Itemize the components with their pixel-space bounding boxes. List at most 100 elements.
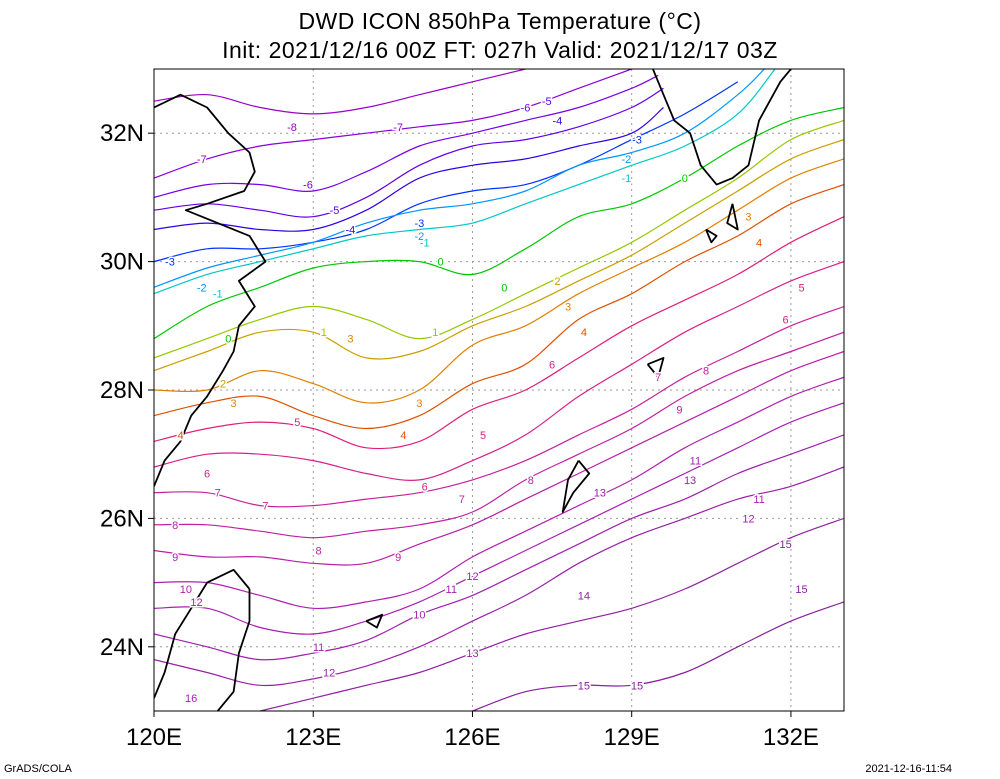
x-tick-label-4: 132E xyxy=(763,724,819,751)
isotherm-15 xyxy=(472,601,844,711)
contour-label-66: 14 xyxy=(578,590,590,602)
isotherm-7 xyxy=(154,305,844,508)
coastline-5 xyxy=(365,613,384,629)
contour-label-49: 8 xyxy=(703,366,709,378)
isotherm-4 xyxy=(154,184,844,430)
contour-label-58: 11 xyxy=(753,494,764,506)
isotherm--5 xyxy=(154,87,664,218)
coastline-layer xyxy=(154,69,792,711)
contour-label-47: 8 xyxy=(315,546,321,558)
contour-label-45: 7 xyxy=(655,372,661,384)
contour-label-51: 9 xyxy=(395,552,401,564)
contour-label-22: 1 xyxy=(321,327,327,339)
contour-label-10: -3 xyxy=(165,257,175,269)
contour-label-9: -3 xyxy=(414,218,424,230)
coastline-3 xyxy=(561,460,591,513)
coastline-7 xyxy=(726,203,739,231)
contour-label-35: 5 xyxy=(294,417,300,429)
contour-label-14: -2 xyxy=(621,154,631,166)
contour-label-65: 13 xyxy=(466,648,478,660)
coastline-0 xyxy=(154,93,267,487)
contour-label-29: 3 xyxy=(416,398,422,410)
contour-label-11: -3 xyxy=(632,135,642,147)
contour-label-39: 6 xyxy=(422,481,428,493)
isotherm--1 xyxy=(154,69,776,295)
coastline-2 xyxy=(154,568,251,699)
x-tick-label-1: 123E xyxy=(285,724,341,751)
contour-label-36: 5 xyxy=(480,430,486,442)
contour-label-50: 9 xyxy=(172,552,178,564)
contour-label-57: 11 xyxy=(690,456,701,468)
contour-label-4: -6 xyxy=(521,103,531,115)
isotherm-13 xyxy=(154,466,844,687)
contour-label-56: 11 xyxy=(446,584,457,596)
contour-label-1: -7 xyxy=(393,122,403,134)
x-tick-label-3: 129E xyxy=(604,724,660,751)
contour-label-6: -5 xyxy=(542,96,552,108)
contour-label-52: 9 xyxy=(676,404,682,416)
isotherm-11 xyxy=(154,402,844,635)
contour-label-31: 4 xyxy=(400,430,406,442)
contour-label-16: -1 xyxy=(420,237,430,249)
isotherm-0 xyxy=(154,106,844,340)
contour-label-64: 13 xyxy=(684,475,696,487)
contour-label-17: -1 xyxy=(621,173,631,185)
contour-label-54: 10 xyxy=(413,610,425,622)
axis-tick-layer: 120E 123E 126E 129E 132E 24N 26N 28N 30N 32N xyxy=(100,120,819,751)
contour-label-23: 1 xyxy=(432,327,438,339)
contour-label-2: -7 xyxy=(197,154,207,166)
contour-label-37: 5 xyxy=(798,282,804,294)
coastline-4 xyxy=(646,357,665,379)
isotherm-8 xyxy=(154,331,844,539)
contour-label-3: -6 xyxy=(303,180,313,192)
isotherm--2 xyxy=(154,69,765,288)
contour-label-40: 6 xyxy=(549,359,555,371)
contour-label-70: 15 xyxy=(795,584,807,596)
contour-label-32: 4 xyxy=(581,327,587,339)
contour-label-layer: -8 -7-7-6-6-5-5-4-4-3-3-3-2-2-2-1-1-10000… xyxy=(164,95,810,707)
contour-label-42: 7 xyxy=(215,488,221,500)
contour-label-0: -8 xyxy=(287,122,297,134)
contour-label-43: 7 xyxy=(262,501,268,513)
isotherm--4 xyxy=(154,107,664,232)
contour-label-44: 7 xyxy=(459,494,465,506)
isotherm--3 xyxy=(154,81,739,263)
contour-label-33: 4 xyxy=(756,237,762,249)
y-tick-label-0: 24N xyxy=(100,634,144,661)
contour-label-41: 6 xyxy=(783,314,789,326)
credit-label: GrADS/COLA xyxy=(4,763,72,775)
timestamp-label: 2021-12-16-11:54 xyxy=(865,763,952,775)
contour-label-26: 3 xyxy=(231,398,237,410)
contour-label-67: 15 xyxy=(578,680,590,692)
contour-label-8: -4 xyxy=(552,115,562,127)
contour-label-30: 3 xyxy=(745,212,751,224)
contour-label-12: -2 xyxy=(414,231,424,243)
grid-layer xyxy=(153,69,844,711)
isotherm-6 xyxy=(154,261,844,481)
contour-label-24: 2 xyxy=(220,379,226,391)
isotherm-10 xyxy=(154,376,844,610)
coastline-6 xyxy=(705,228,718,244)
isotherm--8 xyxy=(154,69,526,115)
contour-label-27: 3 xyxy=(347,334,353,346)
contour-label-71: 16 xyxy=(185,693,197,705)
isotherm-1 xyxy=(154,119,844,359)
contour-label-21: 0 xyxy=(682,173,688,185)
x-tick-label-0: 120E xyxy=(126,724,182,751)
contour-label-55: 11 xyxy=(313,642,324,654)
contour-label-15: -1 xyxy=(213,289,223,301)
x-tick-label-2: 126E xyxy=(444,724,500,751)
contour-label-20: 0 xyxy=(225,334,231,346)
isotherm-2 xyxy=(154,139,844,372)
chart-title: DWD ICON 850hPa Temperature (°C) xyxy=(298,8,702,34)
contour-label-59: 12 xyxy=(190,597,202,609)
contour-label-68: 15 xyxy=(631,680,643,692)
contour-label-7: -4 xyxy=(345,225,355,237)
contour-layer xyxy=(154,69,844,711)
contour-label-53: 10 xyxy=(180,584,192,596)
y-tick-label-2: 28N xyxy=(100,377,144,404)
contour-label-62: 12 xyxy=(742,513,754,525)
chart-subtitle: Init: 2021/12/16 00Z FT: 027h Valid: 202… xyxy=(222,37,778,63)
isotherm-12 xyxy=(154,434,844,661)
